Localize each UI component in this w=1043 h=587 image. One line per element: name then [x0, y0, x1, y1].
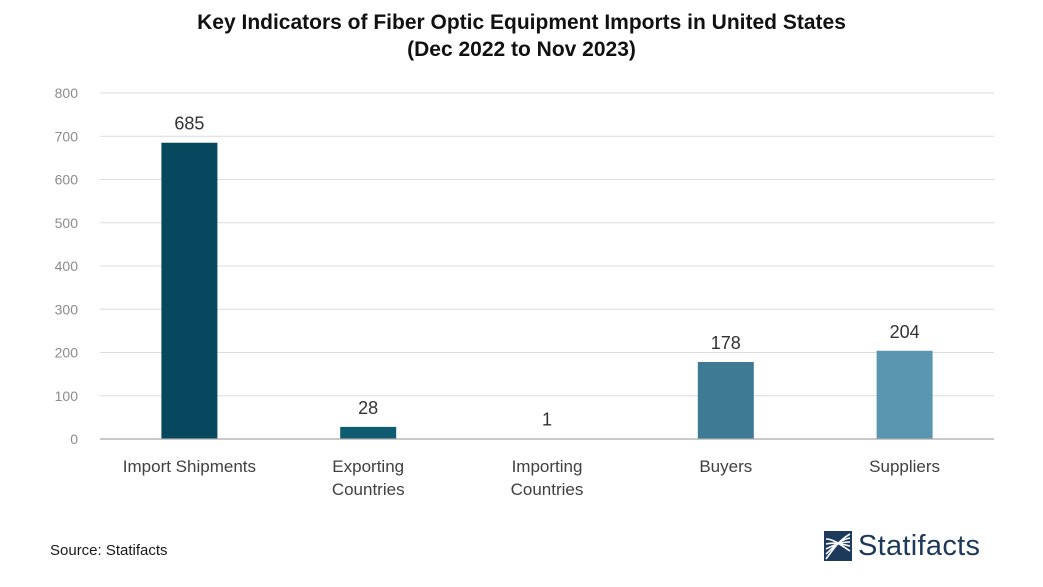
- data-labels: 685 28 1 178 204: [174, 114, 919, 430]
- data-label: 178: [711, 333, 741, 353]
- data-label: 685: [174, 114, 204, 134]
- source-note: Source: Statifacts: [50, 542, 168, 559]
- bar: [161, 142, 218, 440]
- y-tick-label: 100: [55, 388, 79, 404]
- chart-title: Key Indicators of Fiber Optic Equipment …: [197, 11, 846, 34]
- data-label: 28: [358, 398, 378, 418]
- y-tick-label: 800: [55, 85, 79, 101]
- y-tick-label: 0: [70, 431, 78, 447]
- y-axis-ticks: 0 100 200 300 400 500 600 700 800: [55, 85, 79, 447]
- x-tick-label: Importing: [512, 457, 583, 476]
- chart-subtitle: (Dec 2022 to Nov 2023): [407, 38, 636, 61]
- gridlines: [100, 92, 994, 397]
- x-axis-ticks: Import Shipments Exporting Countries Import…: [123, 457, 940, 499]
- data-label: 204: [890, 322, 920, 342]
- x-tick-label: Buyers: [699, 457, 752, 476]
- y-tick-label: 500: [55, 215, 79, 231]
- chart-title-block: Key Indicators of Fiber Optic Equipment …: [0, 9, 1043, 63]
- y-tick-label: 200: [55, 345, 79, 361]
- bar: [340, 426, 397, 439]
- statifacts-logo-icon: [824, 531, 852, 561]
- y-tick-label: 400: [55, 258, 79, 274]
- x-tick-label: Suppliers: [869, 457, 940, 476]
- brand-name: Statifacts: [858, 529, 981, 562]
- y-tick-label: 700: [55, 128, 79, 144]
- x-tick-label: Import Shipments: [123, 457, 256, 476]
- x-tick-label: Countries: [511, 480, 584, 499]
- bar: [697, 362, 754, 439]
- y-tick-label: 300: [55, 301, 79, 317]
- bar: [876, 350, 933, 439]
- data-label: 1: [542, 410, 552, 430]
- brand-logo: Statifacts: [824, 528, 980, 564]
- x-tick-label: Exporting: [332, 457, 404, 476]
- x-tick-label: Countries: [332, 480, 405, 499]
- y-tick-label: 600: [55, 172, 79, 188]
- bars: [161, 142, 933, 440]
